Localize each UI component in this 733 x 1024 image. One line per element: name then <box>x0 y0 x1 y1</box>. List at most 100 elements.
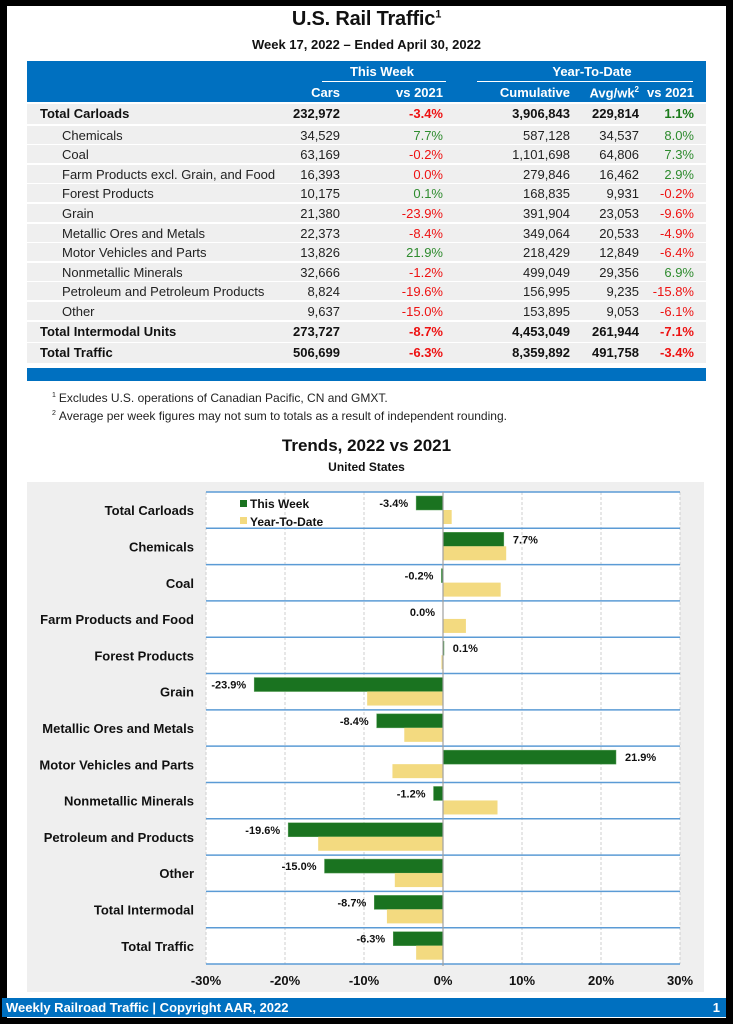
bar-ytd <box>416 945 443 960</box>
cars-value: 32,666 <box>300 264 340 280</box>
bar-value-label: -1.2% <box>397 788 426 800</box>
table-row: Coal 63,169 -0.2% 1,101,698 64,806 7.3% <box>27 145 706 164</box>
table-row: Grain 21,380 -23.9% 391,904 23,053 -9.6% <box>27 203 706 222</box>
bar-value-label: 21.9% <box>625 752 656 764</box>
table-row: Total Carloads 232,972 -3.4% 3,906,843 229,8… <box>27 104 706 124</box>
table-row: Farm Products excl. Grain, and Food 16,39… <box>27 164 706 183</box>
bar-ytd <box>443 510 452 524</box>
x-tick-label: -30% <box>191 973 222 988</box>
table-header: This Week Year-To-Date Cars vs 2021 Cumu… <box>27 61 706 102</box>
row-name: Forest Products <box>62 186 154 202</box>
vs2021-ytd-value: 8.0% <box>664 127 694 143</box>
row-name: Total Traffic <box>40 345 113 361</box>
cumulative-value: 153,895 <box>523 303 570 319</box>
col-cumulative: Cumulative <box>499 85 570 100</box>
bar-this-week <box>374 895 444 910</box>
bar-ytd <box>443 546 507 561</box>
category-label: Chemicals <box>129 539 194 554</box>
cumulative-value: 3,906,843 <box>512 106 570 121</box>
cars-value: 506,699 <box>293 345 340 361</box>
category-label: Grain <box>160 685 194 700</box>
vs2021-week-value: 0.0% <box>413 166 443 182</box>
avg-wk-value: 9,235 <box>606 284 639 300</box>
bar-ytd <box>404 727 443 742</box>
vs2021-ytd-value: 2.9% <box>664 166 694 182</box>
cumulative-value: 8,359,892 <box>512 345 570 361</box>
row-name: Farm Products excl. Grain, and Food <box>62 166 276 182</box>
bar-value-label: -15.0% <box>282 861 317 873</box>
bar-value-label: 7.7% <box>513 534 538 546</box>
row-name: Nonmetallic Minerals <box>62 264 183 280</box>
vs2021-ytd-value: -6.1% <box>660 303 694 319</box>
cars-value: 232,972 <box>293 106 340 121</box>
row-name: Other <box>62 303 95 319</box>
avg-wk-value: 34,537 <box>599 127 639 143</box>
col-cars: Cars <box>311 85 340 100</box>
avg-wk-value: 23,053 <box>599 205 639 221</box>
category-label: Other <box>159 866 194 881</box>
table-row: Total Intermodal Units 273,727 -8.7% 4,453,… <box>27 321 706 342</box>
report-title: U.S. Rail Traffic1 <box>291 8 442 30</box>
page-number: 1 <box>712 1000 720 1015</box>
row-name: Chemicals <box>62 127 123 143</box>
cumulative-value: 156,995 <box>523 284 570 300</box>
table-footer-bar <box>27 368 706 381</box>
bar-value-label: -8.4% <box>340 716 369 728</box>
vs2021-ytd-value: -7.1% <box>660 323 694 339</box>
cumulative-value: 218,429 <box>523 245 570 261</box>
category-label: Total Carloads <box>105 503 194 518</box>
col-vs2021-week: vs 2021 <box>396 85 443 100</box>
x-tick-label: 30% <box>667 973 693 988</box>
vs2021-week-value: -23.9% <box>401 205 443 221</box>
table-row: Chemicals 34,529 7.7% 587,128 34,537 8.0% <box>27 125 706 144</box>
bar-value-label: 0.0% <box>410 607 435 619</box>
avg-wk-value: 64,806 <box>599 147 639 163</box>
row-name: Coal <box>62 147 89 163</box>
bar-value-label: -3.4% <box>379 498 408 510</box>
table-row: Total Traffic 506,699 -6.3% 8,359,892 491,75… <box>27 343 706 364</box>
vs2021-week-value: -19.6% <box>401 284 443 300</box>
bar-value-label: 0.1% <box>453 643 478 655</box>
cars-value: 273,727 <box>293 323 340 339</box>
avg-wk-value: 229,814 <box>592 106 639 121</box>
bar-ytd <box>441 655 443 670</box>
vs2021-ytd-value: 6.9% <box>664 264 694 280</box>
vs2021-ytd-value: -0.2% <box>660 186 694 202</box>
bar-this-week <box>442 532 505 547</box>
bar-ytd <box>392 764 443 779</box>
bar-ytd <box>394 873 443 888</box>
vs2021-week-value: -8.7% <box>409 323 443 339</box>
bar-this-week <box>415 495 444 511</box>
bar-this-week <box>433 786 444 801</box>
vs2021-ytd-value: -4.9% <box>660 225 694 241</box>
bar-value-label: -0.2% <box>405 571 434 583</box>
traffic-table: Total Carloads 232,972 -3.4% 3,906,843 229,8… <box>27 104 706 365</box>
vs2021-week-value: 21.9% <box>406 245 443 261</box>
cumulative-value: 168,835 <box>523 186 570 202</box>
bar-value-label: -23.9% <box>211 680 246 692</box>
row-name: Grain <box>62 205 94 221</box>
vs2021-week-value: -6.3% <box>409 345 443 361</box>
cumulative-value: 391,904 <box>523 205 570 221</box>
cumulative-value: 499,049 <box>523 264 570 280</box>
table-row: Petroleum and Petroleum Products 8,824 -19… <box>27 282 706 301</box>
vs2021-ytd-value: -15.8% <box>652 284 694 300</box>
footnote-2: 2 Average per week figures may not sum to… <box>52 409 507 423</box>
x-tick-label: 10% <box>509 973 535 988</box>
cars-value: 8,824 <box>307 284 340 300</box>
cumulative-value: 587,128 <box>523 127 570 143</box>
col-avg-wk: Avg/wk2 <box>589 85 639 101</box>
avg-wk-value: 20,533 <box>599 225 639 241</box>
cars-value: 22,373 <box>300 225 340 241</box>
page-footer: Weekly Railroad Traffic | Copyright AAR,… <box>2 998 726 1017</box>
vs2021-week-value: 7.7% <box>413 127 443 143</box>
bar-ytd <box>443 800 498 815</box>
vs2021-week-value: -0.2% <box>409 147 443 163</box>
cars-value: 63,169 <box>300 147 340 163</box>
group-underline-ytd <box>477 81 693 82</box>
bar-value-label: -19.6% <box>245 825 280 837</box>
table-row: Other 9,637 -15.0% 153,895 9,053 -6.1% <box>27 301 706 320</box>
cars-value: 13,826 <box>300 245 340 261</box>
category-label: Total Intermodal <box>94 903 194 918</box>
group-ytd: Year-To-Date <box>552 64 632 79</box>
